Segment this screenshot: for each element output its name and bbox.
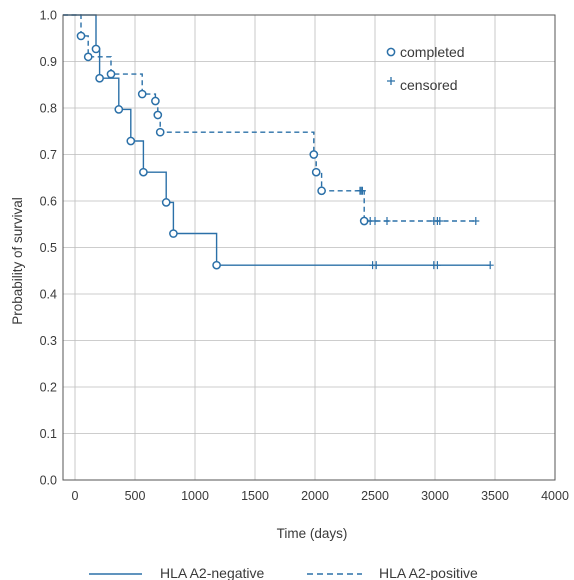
y-tick-label: 0.6 — [40, 195, 57, 209]
legend-negative-label: HLA A2-negative — [160, 565, 265, 580]
completed-point — [153, 110, 163, 120]
censored-point — [486, 261, 494, 270]
grid-lines — [63, 14, 556, 481]
y-tick-label: 0.7 — [40, 148, 57, 162]
y-tick-label: 0.4 — [40, 288, 57, 302]
x-tick-label: 4000 — [541, 489, 569, 503]
y-tick-label: 0.2 — [40, 381, 57, 395]
censored-point — [383, 216, 391, 225]
series-hla-a2-negative — [63, 14, 494, 270]
legend-completed-label: completed — [400, 44, 465, 60]
plot-frame — [62, 14, 556, 481]
legend-censored-label: censored — [400, 77, 458, 93]
completed-point — [114, 105, 124, 114]
completed-point — [76, 31, 86, 41]
x-tick-label: 1500 — [241, 489, 269, 503]
censored-point — [433, 261, 441, 270]
completed-point — [311, 167, 321, 177]
completed-point — [155, 127, 165, 137]
censored-point — [436, 216, 444, 225]
series-layer — [63, 14, 494, 270]
y-tick-label: 1.0 — [40, 9, 57, 23]
completed-point — [126, 136, 136, 146]
tick-labels: 0 500 1000 1500 2000 2500 3000 3500 4000 0.0 0.1 0.… — [40, 9, 569, 504]
completed-point — [106, 69, 116, 79]
y-tick-label: 0.8 — [40, 102, 57, 116]
x-tick-label: 3000 — [421, 489, 449, 503]
legend-marker-types: completed censored — [386, 44, 465, 93]
completed-point — [212, 260, 221, 270]
completed-point — [137, 89, 147, 99]
completed-marker-icon — [386, 47, 396, 57]
y-tick-label: 0.3 — [40, 334, 57, 348]
y-axis-title: Probability of survival — [10, 197, 25, 325]
completed-point — [161, 198, 171, 207]
censored-point — [358, 186, 366, 195]
censored-point — [372, 261, 380, 270]
censored-point — [472, 216, 480, 225]
x-tick-label: 1000 — [181, 489, 209, 503]
censored-point — [371, 216, 379, 225]
x-tick-label: 500 — [125, 489, 146, 503]
censored-marker-icon — [387, 77, 395, 85]
y-tick-label: 0.0 — [40, 474, 57, 488]
series-hla-a2-positive — [63, 14, 480, 226]
x-tick-label: 3500 — [481, 489, 509, 503]
completed-point — [309, 150, 319, 159]
y-tick-label: 0.9 — [40, 55, 57, 69]
y-tick-label: 0.5 — [40, 241, 57, 255]
completed-point — [91, 44, 101, 54]
legend-series: HLA A2-negative HLA A2-positive — [89, 565, 478, 580]
completed-point — [169, 229, 178, 238]
x-tick-label: 0 — [72, 489, 79, 503]
completed-point — [95, 73, 104, 83]
completed-point — [317, 186, 326, 196]
y-tick-label: 0.1 — [40, 427, 57, 441]
x-tick-label: 2500 — [361, 489, 389, 503]
legend-positive-label: HLA A2-positive — [379, 565, 478, 580]
completed-point — [83, 52, 93, 62]
x-tick-label: 2000 — [301, 489, 329, 503]
x-axis-title: Time (days) — [277, 526, 348, 541]
completed-point — [139, 167, 148, 177]
completed-point — [151, 96, 160, 106]
